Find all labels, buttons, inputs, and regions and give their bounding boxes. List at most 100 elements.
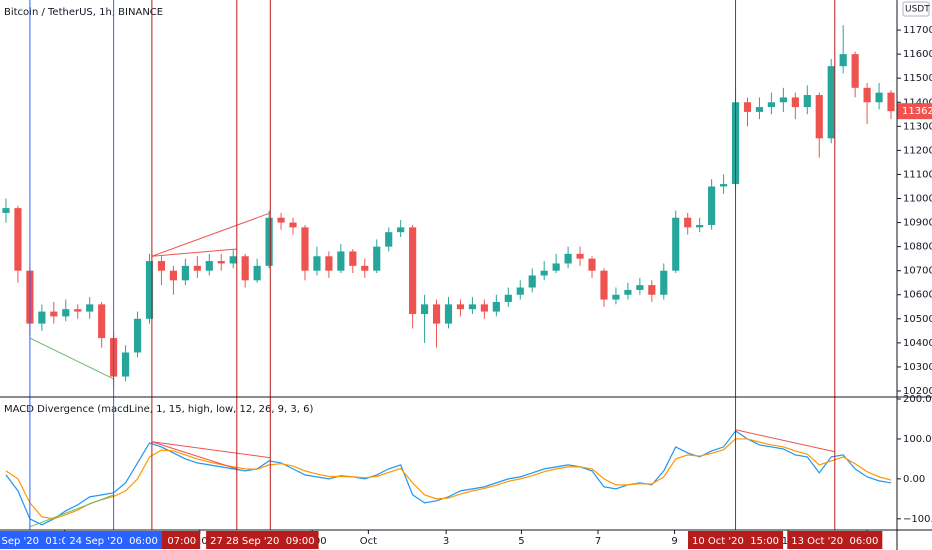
currency-label: USDT: [905, 5, 930, 15]
candle-body: [492, 301, 500, 312]
marker-text: 10 Oct '20 15:00: [692, 536, 779, 547]
candle-body: [193, 265, 201, 271]
y-tick-label: 0.00: [903, 474, 925, 485]
candle-body: [289, 222, 297, 228]
candle-body: [361, 265, 369, 271]
candle-body: [636, 285, 644, 290]
x-tick-label: 3: [443, 536, 449, 547]
candle-body: [86, 304, 94, 312]
marker-label: 28 Sep '20 09:00: [221, 531, 319, 549]
candle-body: [779, 97, 787, 103]
y-tick-label: 11000.00: [903, 194, 932, 205]
candle-body: [612, 294, 620, 300]
candle-body: [14, 208, 22, 271]
candle-body: [420, 304, 429, 314]
candle-body: [373, 246, 381, 271]
candle-body: [516, 287, 524, 295]
divergence-line: [151, 248, 237, 257]
candle-body: [540, 270, 548, 276]
y-tick-label: 11400.00: [903, 97, 932, 108]
marker-text: 28 Sep '20 09:00: [226, 536, 315, 547]
candle-body: [217, 261, 225, 264]
y-tick-label: 11200.00: [903, 145, 932, 156]
candle-body: [576, 253, 584, 259]
y-tick-label: −100.00: [903, 514, 932, 525]
marker-box: [221, 531, 319, 549]
candle-body: [648, 285, 656, 295]
marker-box: [65, 531, 162, 549]
marker-text: 22 Sep '20 01:00: [0, 536, 74, 547]
candle-body: [791, 97, 799, 108]
candle-body: [2, 208, 10, 213]
x-tick-label: 5: [518, 536, 524, 547]
macd-line: [5, 438, 892, 520]
currency-box: [902, 1, 930, 17]
candle-body: [696, 224, 704, 228]
candle-body: [409, 227, 417, 314]
divergence-line: [735, 429, 835, 453]
candle-body: [157, 261, 166, 271]
candle-body: [325, 256, 333, 271]
marker-label: 24 Sep '20 06:00: [65, 531, 162, 549]
candle-body: [468, 304, 477, 310]
candle-body: [851, 54, 859, 88]
candle-body: [301, 227, 309, 271]
candle-body: [480, 304, 488, 312]
candle-body: [313, 256, 321, 271]
candle-body: [62, 309, 70, 317]
macd-line: [5, 430, 892, 526]
y-tick-label: 11300.00: [903, 121, 932, 132]
candle-body: [672, 217, 680, 271]
candle-body: [121, 352, 130, 377]
last-price-label: 11362.92: [902, 106, 932, 117]
candle-body: [133, 318, 142, 353]
last-price-box: [897, 103, 932, 120]
pane-title: Bitcoin / TetherUS, 1h, BINANCE: [4, 7, 163, 18]
candle-body: [444, 304, 453, 324]
y-tick-label: 100.00: [903, 434, 932, 445]
candle-body: [827, 66, 835, 139]
candle-body: [708, 186, 716, 225]
pane-title: MACD Divergence (macdLine, 1, 15, high, …: [4, 404, 313, 415]
candle-body: [265, 217, 273, 266]
candle-body: [588, 258, 596, 271]
candle-body: [755, 107, 764, 112]
candle-body: [839, 54, 847, 67]
candle-body: [564, 253, 572, 264]
candle-body: [815, 95, 823, 139]
candle-body: [229, 256, 237, 264]
y-tick-label: 10800.00: [903, 242, 932, 253]
candle-body: [397, 227, 405, 233]
candle-body: [253, 265, 261, 281]
candle-body: [277, 217, 285, 223]
marker-box: [688, 531, 784, 549]
y-tick-label: 10500.00: [903, 314, 932, 325]
x-tick-label: Oct: [360, 536, 377, 547]
candle-body: [504, 294, 512, 302]
candle-body: [528, 275, 536, 288]
y-tick-label: 10300.00: [903, 362, 932, 373]
candle-body: [169, 270, 178, 281]
y-tick-label: 10600.00: [903, 290, 932, 301]
y-tick-label: 10700.00: [903, 266, 932, 277]
y-tick-label: 10200.00: [903, 386, 932, 397]
candle-body: [803, 95, 811, 108]
marker-text: 13 Oct '20 06:00: [791, 536, 878, 547]
x-tick-label: 7: [595, 536, 601, 547]
marker-text: 24 Sep '20 06:00: [69, 536, 158, 547]
candle-body: [767, 102, 776, 108]
candle-body: [887, 92, 895, 112]
candle-body: [349, 251, 357, 266]
marker-box: [787, 531, 883, 549]
candle-body: [719, 184, 728, 187]
candle-body: [181, 265, 189, 281]
y-tick-label: 200.00: [903, 394, 932, 405]
candle-body: [456, 304, 465, 310]
candle-body: [600, 270, 608, 300]
divergence-line: [151, 441, 271, 459]
y-tick-label: 11700.00: [903, 25, 932, 36]
candle-body: [875, 92, 883, 103]
divergence-line: [29, 337, 114, 380]
